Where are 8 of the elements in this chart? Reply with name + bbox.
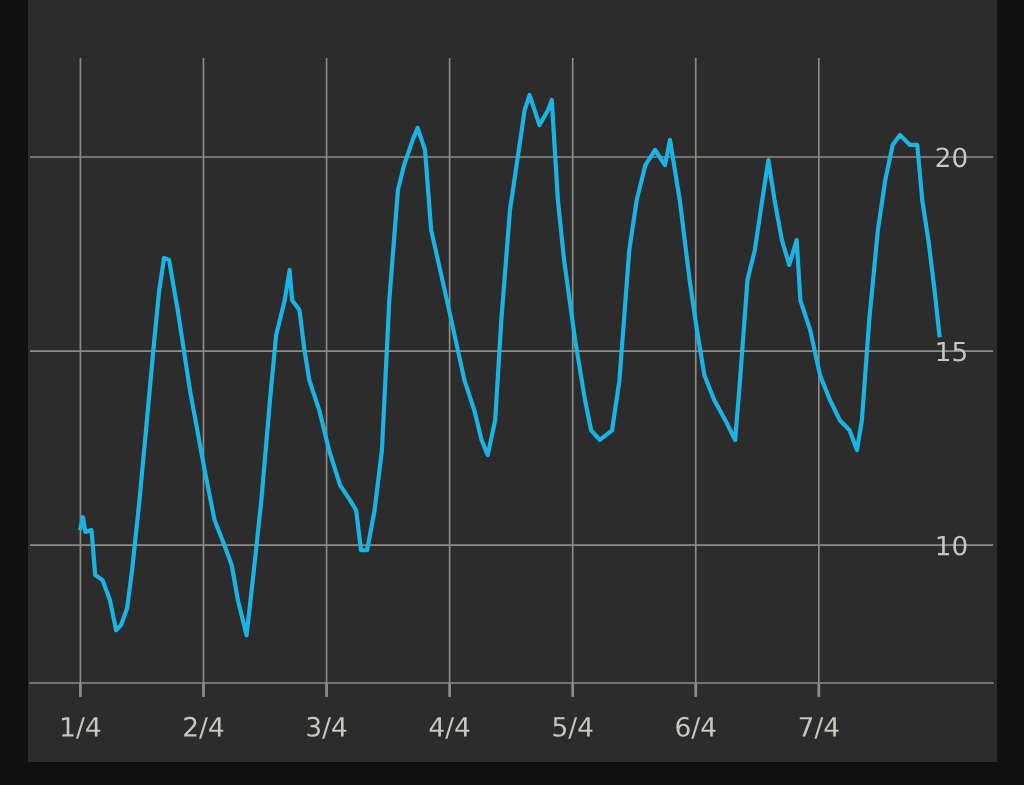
- x-tick-label: 3/4: [307, 716, 347, 739]
- x-tick-label: 6/4: [676, 716, 716, 739]
- x-tick-label: 1/4: [62, 717, 101, 739]
- x-tick-label: 2/4: [184, 716, 224, 739]
- x-tick-label: 5/4: [553, 717, 593, 739]
- y-tick-label: 20: [936, 147, 967, 168]
- x-tick-label: 7/4: [799, 717, 839, 739]
- x-tick-label: 4/4: [429, 717, 470, 739]
